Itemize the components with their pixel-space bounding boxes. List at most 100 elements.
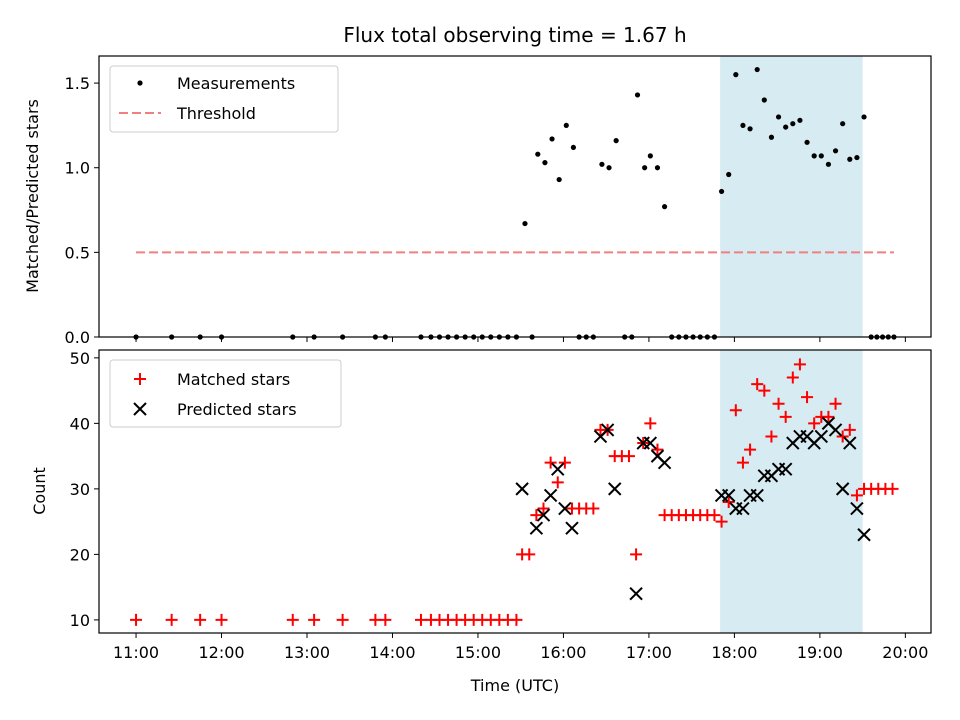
measurement-point	[747, 126, 753, 132]
predicted-star-point	[529, 521, 544, 535]
measurement-point	[840, 121, 846, 127]
top-x-ticks	[135, 337, 906, 342]
chart-title: Flux total observing time = 1.67 h	[343, 23, 686, 47]
predicted-star-point	[536, 508, 551, 522]
predicted-star-point	[814, 429, 829, 444]
measurement-point	[563, 122, 569, 129]
measurement-point	[599, 161, 605, 167]
bottom-plot-marks	[130, 358, 899, 626]
predicted-star-point	[850, 501, 864, 516]
legend-label-measurements: Measurements	[177, 74, 295, 93]
measurement-point	[654, 165, 661, 171]
measurement-point	[522, 220, 528, 227]
matched-star-point	[736, 456, 749, 469]
y-tick-label: 20	[70, 545, 90, 564]
matched-star-point	[722, 495, 735, 508]
matched-star-point	[544, 456, 557, 469]
matched-star-point	[715, 515, 728, 528]
x-tick-label: 20:00	[882, 643, 928, 662]
measurement-point	[733, 72, 739, 78]
matched-star-point	[765, 430, 778, 443]
matched-star-point	[336, 613, 349, 626]
y-tick-label: 1.0	[65, 159, 90, 178]
legend-marker-matched-stars	[134, 373, 146, 385]
y-tick-label: 10	[70, 611, 90, 630]
measurement-point	[804, 139, 810, 145]
x-tick-label: 12:00	[198, 643, 244, 662]
y-tick-label: 0.5	[65, 243, 90, 262]
matched-star-point	[829, 397, 842, 410]
bottom-y-ticks: 10 20 30 40 50	[70, 349, 99, 630]
matched-star-point	[786, 371, 799, 384]
bottom-axes-frame	[98, 349, 932, 634]
measurement-point	[754, 66, 760, 73]
matched-star-point	[165, 613, 178, 626]
measurement-point	[861, 114, 867, 120]
measurement-point	[606, 165, 612, 171]
legend-marker-measurements	[137, 80, 143, 86]
y-tick-label: 50	[70, 349, 90, 368]
matched-star-point	[523, 548, 536, 561]
measurement-point	[740, 122, 746, 129]
x-tick-label: 17:00	[626, 643, 672, 662]
predicted-star-point	[608, 482, 622, 496]
matched-star-point	[130, 613, 143, 626]
matched-star-point	[644, 417, 657, 430]
top-legend: Measurements Threshold	[109, 65, 339, 133]
x-axis-label: Time (UTC)	[470, 676, 559, 695]
measurement-point	[570, 144, 577, 151]
legend-label-predicted-stars: Predicted stars	[177, 400, 297, 419]
matched-star-point	[551, 476, 564, 489]
predicted-star-point	[835, 482, 850, 496]
x-tick-label: 18:00	[711, 643, 757, 662]
predicted-star-point	[629, 586, 643, 601]
measurement-point	[797, 117, 803, 123]
x-tick-label: 11:00	[113, 643, 159, 662]
measurement-point	[790, 121, 796, 127]
matched-star-point	[772, 397, 785, 410]
measurement-point	[768, 134, 775, 140]
predicted-star-point	[857, 528, 871, 542]
predicted-star-point	[750, 488, 764, 503]
bottom-x-ticks: 11:00 12:00 13:00 14:00 15:00 16:00 17:00 18:00…	[113, 633, 928, 662]
measurement-point	[556, 176, 562, 183]
matched-star-point	[622, 450, 635, 463]
y-tick-label: 1.5	[65, 74, 90, 93]
measurement-point	[818, 153, 824, 159]
top-panel: 0.0 0.5 1.0 1.5 Matched/Predicted stars Mea…	[23, 55, 932, 347]
matched-star-point	[379, 613, 392, 626]
predicted-star-point	[600, 423, 615, 437]
matched-star-point	[194, 613, 207, 626]
matched-star-point	[537, 502, 550, 515]
matched-star-point	[558, 456, 571, 469]
matched-star-point	[708, 509, 721, 522]
y-tick-label: 0.0	[65, 328, 90, 347]
top-axes-frame	[98, 55, 932, 338]
measurement-point	[542, 160, 548, 166]
x-tick-label: 13:00	[284, 643, 330, 662]
top-observing-span	[720, 56, 863, 337]
matched-star-point	[510, 613, 523, 626]
measurement-point	[847, 156, 853, 162]
measurement-point	[642, 165, 648, 171]
legend-label-threshold: Threshold	[176, 104, 256, 123]
measurement-point	[718, 188, 725, 195]
measurement-point	[775, 114, 782, 120]
bottom-legend: Matched stars Predicted stars	[109, 359, 342, 428]
top-plot-marks	[133, 66, 897, 340]
measurement-point	[761, 97, 767, 103]
matched-star-point	[801, 391, 814, 404]
matched-star-point	[215, 613, 228, 626]
legend-label-matched-stars: Matched stars	[177, 370, 290, 389]
predicted-star-point	[643, 436, 658, 450]
matched-star-point	[751, 378, 764, 391]
matched-star-point	[630, 548, 643, 561]
matched-star-point	[822, 410, 835, 423]
predicted-star-point	[551, 462, 565, 476]
measurement-point	[825, 161, 832, 167]
matched-star-point	[744, 443, 757, 456]
measurement-point	[647, 153, 653, 159]
top-y-ticks: 0.0 0.5 1.0 1.5	[65, 74, 99, 347]
measurement-point	[535, 151, 541, 157]
